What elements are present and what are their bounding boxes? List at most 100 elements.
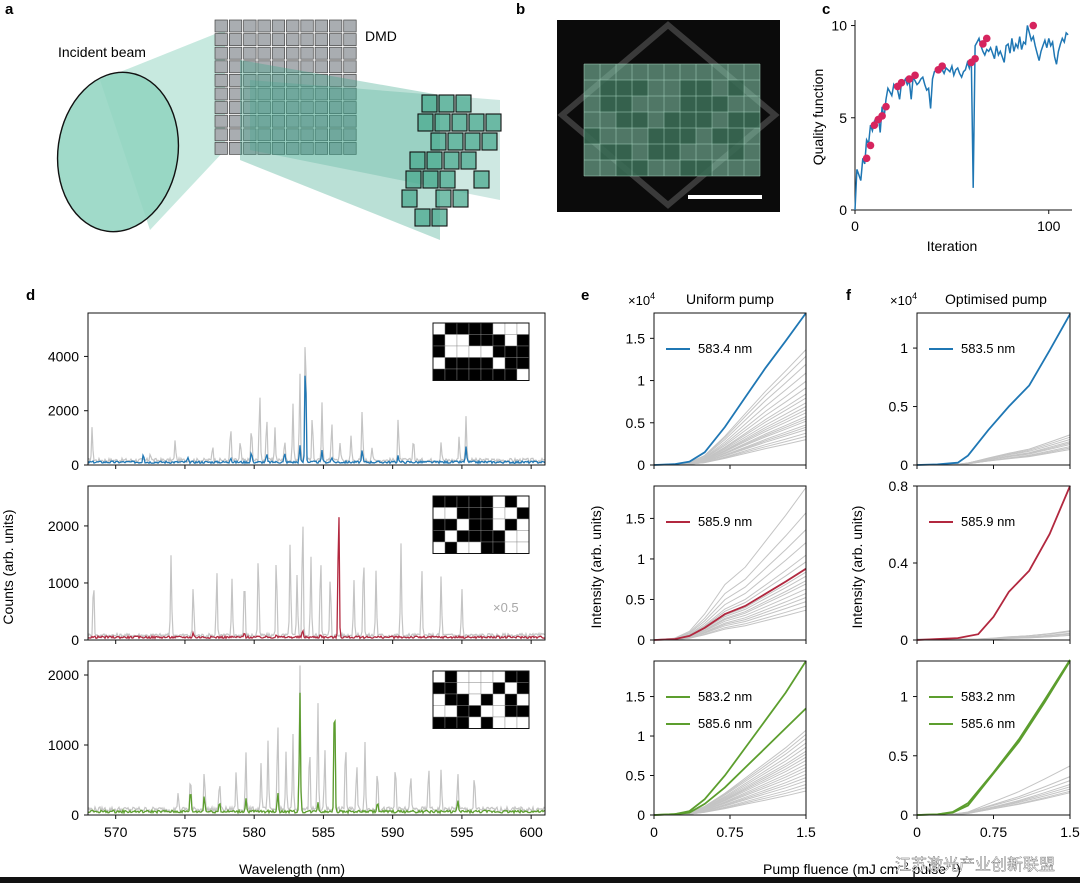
dmd-mirror	[343, 33, 357, 46]
dmd-mirror	[243, 142, 257, 155]
pattern-cell-off	[664, 112, 680, 128]
dmd-mirror	[314, 87, 328, 101]
pattern-cell-off	[712, 96, 728, 112]
panel-f-threshold: f ×104 Optimised pump 00.51 583.5 nm00.40…	[846, 287, 1080, 840]
d-xtick-label: 575	[173, 824, 197, 840]
inset-cell	[432, 518, 446, 531]
dmd-mirror	[300, 87, 314, 101]
dmd-mirror	[228, 74, 243, 87]
inset-cell	[480, 518, 494, 531]
pattern-cell-off	[696, 112, 712, 128]
dmd-mirror	[214, 87, 228, 101]
pattern-cell-off	[664, 144, 680, 160]
inset-cell	[444, 682, 458, 695]
pattern-cell-off	[744, 112, 760, 128]
inset-cell	[456, 495, 470, 508]
dmd-mirror	[300, 33, 314, 46]
d-pattern-inset	[432, 495, 530, 554]
output-square	[439, 170, 456, 189]
d-xtick-label: 595	[450, 824, 474, 840]
dmd-mirror	[243, 101, 257, 114]
inset-cell	[504, 530, 518, 543]
panel-label-e: e	[581, 287, 589, 304]
f-ytick-label: 0.5	[889, 399, 909, 415]
e-xtick-label: 0	[650, 824, 658, 840]
inset-cell	[504, 518, 518, 531]
inset-cell	[504, 357, 518, 370]
e-mode-line	[653, 707, 807, 816]
f-ytick-label: 0.8	[889, 478, 909, 494]
pattern-cell-off	[648, 128, 664, 144]
inset-cell	[432, 357, 446, 370]
pattern-cell-off	[712, 128, 728, 144]
dmd-mirror	[286, 128, 300, 142]
inset-cell	[468, 530, 482, 543]
inset-cell	[456, 345, 470, 358]
inset-cell	[492, 716, 506, 729]
c-improvement-point	[905, 75, 914, 83]
e-ytick-label: 1.5	[626, 510, 646, 526]
incident-beam-label: Incident beam	[58, 44, 146, 60]
inset-cell	[468, 368, 482, 381]
dmd-mirror	[329, 101, 343, 114]
dmd-mirror	[300, 46, 314, 60]
dmd-mirror	[329, 74, 343, 87]
inset-cell	[480, 682, 494, 695]
pattern-cell-off	[696, 160, 712, 176]
pattern-cell-off	[728, 80, 744, 96]
dmd-mirror	[343, 19, 357, 33]
pattern-cell-off	[696, 96, 712, 112]
c-xtick-label: 100	[1037, 218, 1061, 234]
inset-cell	[504, 541, 518, 554]
e-multiplier: ×104	[628, 291, 655, 308]
inset-cell	[480, 693, 494, 706]
f-ytick-label: 0	[900, 632, 908, 648]
d-plot-frame	[87, 660, 546, 816]
pattern-cell-off	[728, 128, 744, 144]
dmd-mirror	[214, 33, 228, 46]
inset-cell	[432, 334, 446, 347]
inset-cell	[456, 670, 470, 683]
inset-cell	[492, 530, 506, 543]
inset-cell	[516, 705, 530, 718]
e-plots: 0 0.5 1 1.5 583.4 nm 0 0.5 1 1.5 585.9 nm 0 0.5 1 1.5…	[626, 312, 816, 840]
d-spectrum-plots: 0 2000 4000 0 1000 2000 0 1000 2000 570 575 580 585 5…	[48, 312, 546, 840]
inset-cell	[468, 334, 482, 347]
dmd-mirror	[300, 60, 314, 74]
d-ytick-label: 2000	[48, 403, 79, 419]
inset-cell	[492, 334, 506, 347]
inset-cell	[492, 682, 506, 695]
inset-cell	[492, 705, 506, 718]
dmd-mirror	[314, 142, 328, 155]
inset-cell	[480, 345, 494, 358]
dmd-mirror	[329, 33, 343, 46]
output-square	[426, 151, 443, 170]
dmd-mirror	[228, 114, 243, 128]
dmd-mirror	[314, 60, 328, 74]
inset-cell	[444, 530, 458, 543]
c-improvement-point	[1029, 21, 1038, 30]
f-multiplier: ×104	[890, 291, 917, 308]
inset-cell	[456, 518, 470, 531]
pattern-cell-off	[600, 144, 616, 160]
panel-label-a: a	[5, 1, 14, 18]
inset-cell	[444, 518, 458, 531]
inset-cell	[456, 682, 470, 695]
dmd-mirror	[243, 46, 257, 60]
f-ytick-label: 0.5	[889, 748, 909, 764]
c-quality-line	[854, 25, 1069, 211]
dmd-mirror	[228, 19, 243, 33]
dmd-mirror	[343, 142, 357, 155]
dmd-mirror	[300, 114, 314, 128]
inset-cell	[468, 357, 482, 370]
inset-cell	[444, 345, 458, 358]
d-ytick-label: 0	[71, 807, 79, 823]
inset-frame	[432, 322, 530, 381]
pattern-cell-off	[680, 112, 696, 128]
pump-fluence-label: Pump fluence (mJ cm−2 pulse−1)	[763, 861, 961, 877]
inset-cell	[504, 682, 518, 695]
inset-cell	[516, 507, 530, 520]
e-legend-label: 583.2 nm	[698, 689, 752, 704]
dmd-mirror	[243, 114, 257, 128]
pattern-cell-off	[632, 160, 648, 176]
